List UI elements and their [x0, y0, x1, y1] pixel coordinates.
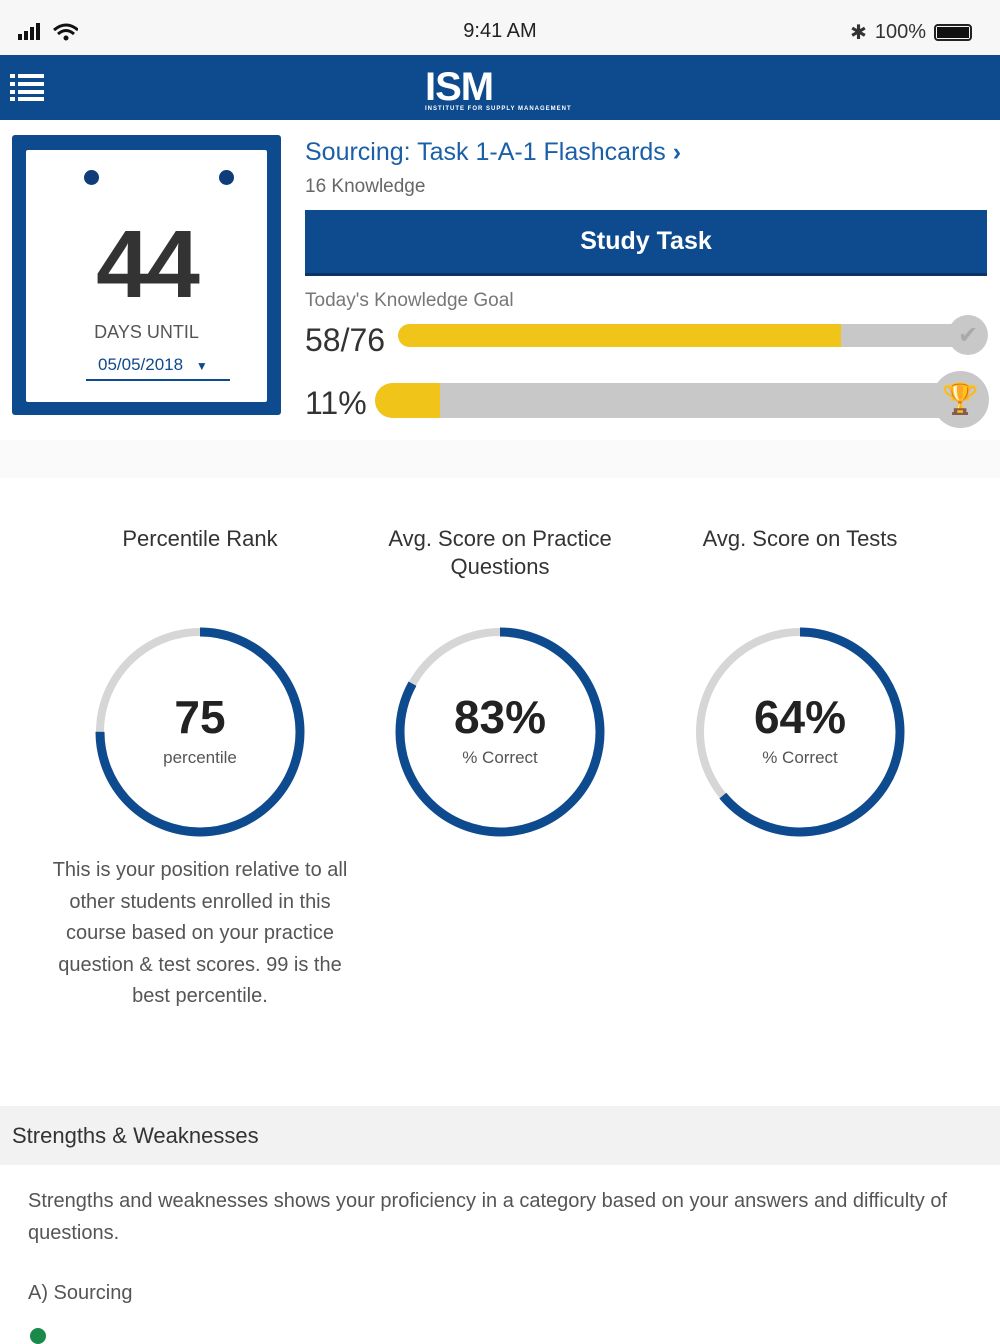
- battery-percent: 100%: [874, 21, 926, 43]
- stat-ring: [395, 627, 605, 837]
- caret-down-icon: ▼: [195, 359, 208, 373]
- menu-icon[interactable]: [10, 73, 44, 101]
- clock: 9:41 AM: [463, 20, 537, 42]
- category-label: A) Sourcing: [28, 1282, 133, 1304]
- stat-ring: [95, 627, 305, 837]
- stat-title: Percentile Rank: [122, 526, 278, 551]
- stat-title: Avg. Score on Practice Questions: [388, 526, 612, 579]
- stat-title: Avg. Score on Tests: [702, 526, 898, 551]
- ring-fill: [95, 627, 305, 837]
- stat-ring: [695, 627, 905, 837]
- nav-bar: ISM INSTITUTE FOR SUPPLY MANAGEMENT: [0, 55, 1000, 120]
- divider: [0, 440, 1000, 478]
- category-marker: [30, 1328, 46, 1344]
- task-subtitle: 16 Knowledge: [305, 176, 426, 197]
- goal-progress-bar: [398, 324, 978, 347]
- study-task-button[interactable]: Study Task: [305, 210, 987, 276]
- strengths-description: Strengths and weaknesses shows your prof…: [28, 1190, 948, 1244]
- status-bar: 9:41 AM ✱ 100%: [0, 0, 1000, 55]
- goal-label: Today's Knowledge Goal: [305, 290, 514, 311]
- chevron-right-icon: ›: [672, 138, 682, 166]
- exam-date-dropdown[interactable]: 05/05/2018 ▼: [86, 355, 230, 381]
- percentile-description: This is your position relative to all ot…: [52, 859, 348, 1007]
- stat-unit: % Correct: [462, 748, 538, 767]
- strengths-header: Strengths & Weaknesses: [0, 1106, 1000, 1165]
- days-count: 44: [96, 211, 200, 318]
- ism-logo[interactable]: ISM INSTITUTE FOR SUPPLY MANAGEMENT: [425, 65, 572, 112]
- stat-value: 75: [174, 691, 226, 743]
- days-until-label: DAYS UNTIL: [94, 322, 199, 342]
- ring-fill: [695, 627, 905, 837]
- calendar-ring-dot: [219, 170, 234, 185]
- stat-value: 83%: [453, 691, 547, 743]
- bluetooth-icon: ✱: [850, 22, 867, 44]
- signal-wifi-icon: [18, 23, 78, 41]
- goal-count: 58/76: [305, 322, 386, 358]
- exam-countdown-calendar: 44 DAYS UNTIL 05/05/2018 ▼: [12, 135, 281, 415]
- stat-value: 64%: [753, 691, 847, 743]
- overall-percent: 11%: [305, 385, 367, 421]
- task-title-link[interactable]: Sourcing: Task 1-A-1 Flashcards ›: [305, 138, 682, 166]
- stat-unit: % Correct: [762, 748, 838, 767]
- battery-icon: [934, 24, 972, 41]
- check-icon: ✔: [948, 315, 988, 355]
- calendar-ring-dot: [84, 170, 99, 185]
- trophy-icon: 🏆: [932, 371, 989, 428]
- stat-unit: percentile: [163, 748, 237, 767]
- ring-fill: [395, 627, 605, 837]
- overall-progress-bar: [375, 383, 965, 418]
